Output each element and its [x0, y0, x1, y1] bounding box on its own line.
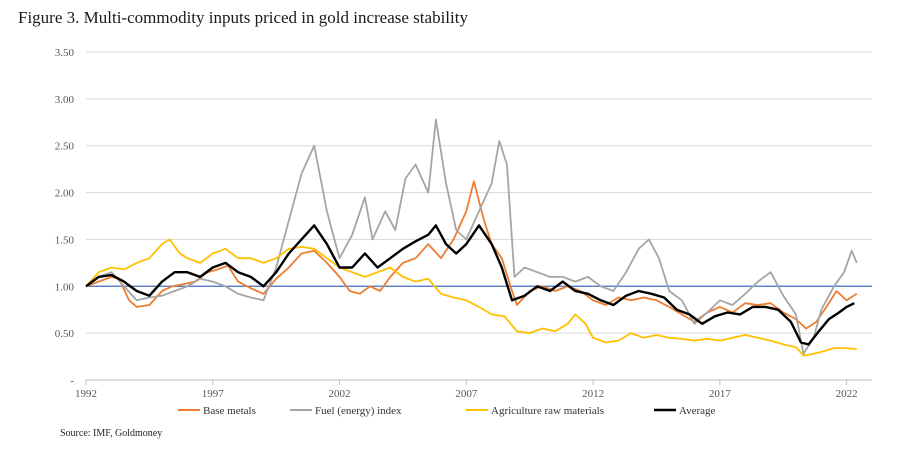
- x-tick-label: 1992: [75, 388, 97, 400]
- series-line-fuel-energy-index: [85, 118, 858, 355]
- legend-label-average: Average: [679, 405, 716, 417]
- x-tick-label: 2017: [709, 388, 732, 400]
- y-tick-label: 3.00: [55, 94, 75, 106]
- legend-label-fuel-energy-index: Fuel (energy) index: [315, 405, 402, 417]
- y-tick-label: 1.50: [55, 234, 75, 246]
- x-tick-label: 2012: [582, 388, 604, 400]
- series-line-base-metals: [85, 180, 858, 330]
- x-tick-label: 2002: [329, 388, 351, 400]
- y-tick-label: 2.00: [55, 188, 75, 200]
- y-tick-label: 0.50: [55, 328, 75, 340]
- y-axis-ticks: 3.50 3.00 2.50 2.00 1.50 1.00 0.50 -: [55, 47, 75, 387]
- x-tick-label: 1997: [202, 388, 225, 400]
- x-tick-label: 2007: [455, 388, 478, 400]
- chart-title: Figure 3. Multi-commodity inputs priced …: [18, 8, 468, 27]
- legend-label-agriculture-raw-materials: Agriculture raw materials: [491, 405, 604, 417]
- source-note: Source: IMF, Goldmoney: [60, 428, 163, 439]
- series-line-agriculture-raw-materials: [85, 238, 857, 357]
- y-tick-label: 2.50: [55, 141, 75, 153]
- y-tick-label: -: [70, 375, 74, 387]
- y-tick-label: 1.00: [55, 281, 75, 293]
- x-axis-ticks: 1992 1997 2002 2007 2012 2017 2022: [75, 380, 858, 400]
- y-tick-label: 3.50: [55, 47, 75, 59]
- series-line-average: [85, 224, 855, 346]
- series-lines: [85, 118, 858, 357]
- x-tick-label: 2022: [836, 388, 858, 400]
- legend-label-base-metals: Base metals: [203, 405, 256, 417]
- legend: Base metals Fuel (energy) index Agricultur…: [178, 405, 716, 417]
- gridlines: [86, 51, 872, 334]
